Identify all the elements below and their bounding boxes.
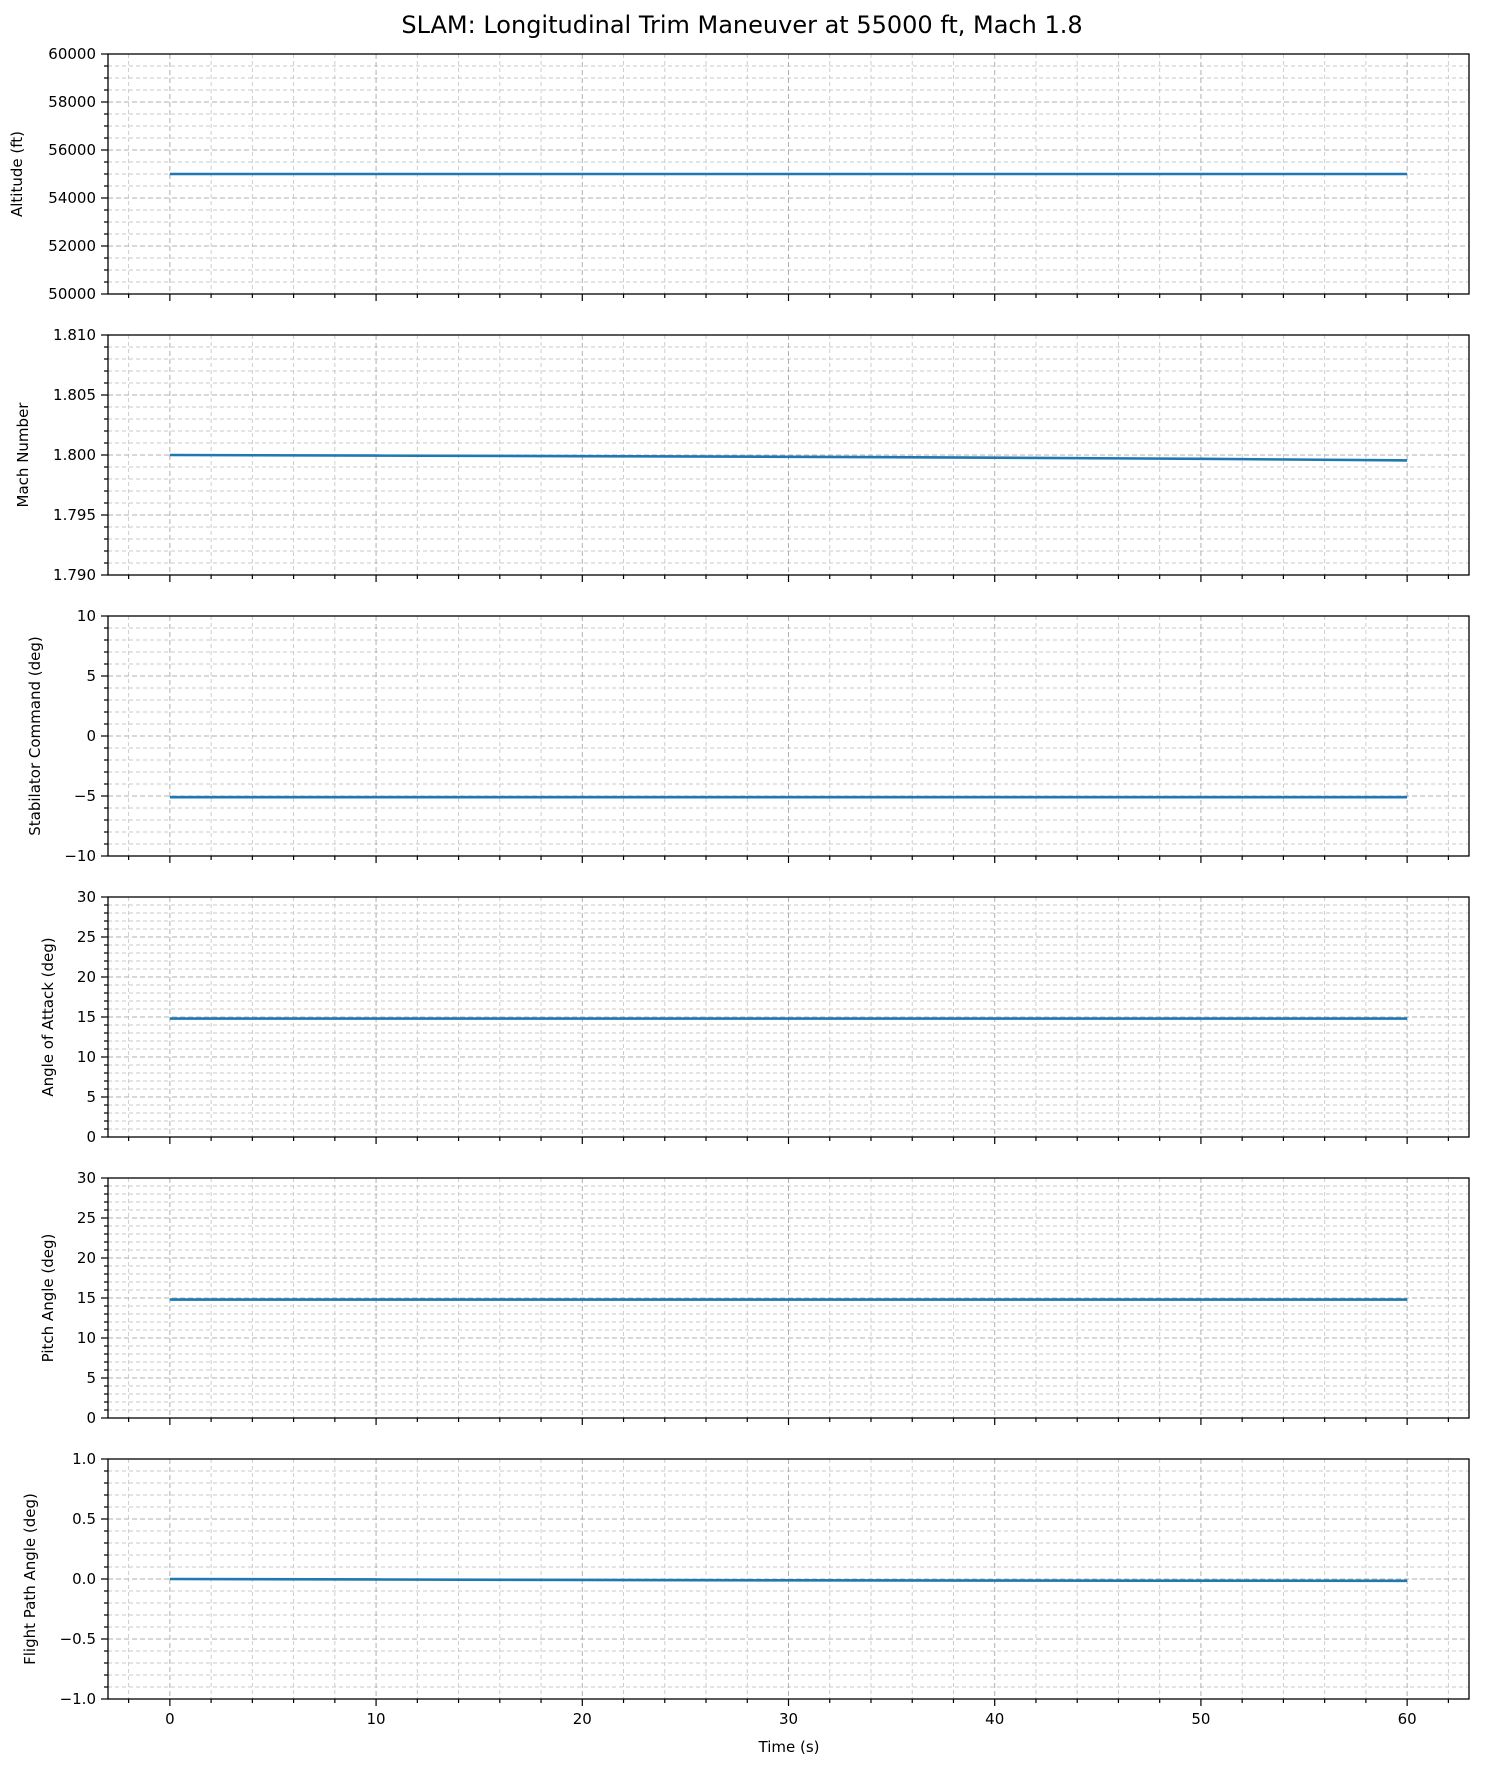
- y-axis-label: Flight Path Angle (deg): [21, 1493, 39, 1665]
- y-tick-label: 30: [77, 888, 96, 906]
- y-tick-label: 1.790: [53, 566, 96, 584]
- plot-frame: [107, 1458, 1470, 1700]
- x-tick-label: 60: [1398, 1710, 1417, 1728]
- y-tick-label: 58000: [48, 93, 96, 111]
- subplot-pitch-angle: 0 5 10 15 20 25 30 Pitch Angle (deg): [39, 1169, 1470, 1427]
- subplot-altitude: 50000 52000 54000 56000 58000 60000 Altitude (…: [8, 45, 1470, 303]
- y-tick-label: 10: [77, 1329, 96, 1347]
- subplot-angle-of-attack: 0 5 10 15 20 25 30 Angle of Attack (deg): [39, 888, 1470, 1146]
- y-tick-label: −1.0: [60, 1690, 96, 1708]
- y-tick-label: −5: [74, 787, 96, 805]
- plot-frame: [107, 896, 1470, 1138]
- y-tick-label: 20: [77, 1249, 96, 1267]
- y-tick-label: 5: [86, 667, 96, 685]
- plot-frame: [107, 1177, 1470, 1419]
- y-tick-label: 1.810: [53, 326, 96, 344]
- series-line-mach-number: [169, 453, 1408, 462]
- x-tick-label: 20: [573, 1710, 592, 1728]
- y-tick-label: 1.805: [53, 386, 96, 404]
- y-tick-label: 1.795: [53, 506, 96, 524]
- y-tick-label: 0: [86, 1128, 96, 1146]
- y-axis-label: Angle of Attack (deg): [39, 937, 57, 1096]
- x-tick-label: 30: [779, 1710, 798, 1728]
- figure-title: SLAM: Longitudinal Trim Maneuver at 5500…: [401, 11, 1082, 39]
- y-tick-label: 15: [77, 1008, 96, 1026]
- subplot-flight-path-angle: −1.0 −0.5 0.0 0.5 1.0 0 10 20 30 40 50 60 Flight Pat…: [21, 1450, 1470, 1728]
- y-tick-label: 0: [86, 1409, 96, 1427]
- y-tick-label: 25: [77, 928, 96, 946]
- y-tick-label: 20: [77, 968, 96, 986]
- x-tick-label: 40: [985, 1710, 1004, 1728]
- x-tick-label: 0: [165, 1710, 175, 1728]
- y-tick-label: 5: [86, 1088, 96, 1106]
- y-tick-label: 15: [77, 1289, 96, 1307]
- plot-frame: [107, 53, 1470, 295]
- y-tick-label: −0.5: [60, 1630, 96, 1648]
- y-axis-label: Altitude (ft): [8, 131, 26, 217]
- y-axis-label: Mach Number: [14, 402, 32, 508]
- y-tick-label: 52000: [48, 237, 96, 255]
- plot-frame: [107, 615, 1470, 857]
- y-tick-label: 25: [77, 1209, 96, 1227]
- y-tick-label: 0.0: [72, 1570, 96, 1588]
- y-tick-label: 30: [77, 1169, 96, 1187]
- y-tick-label: 60000: [48, 45, 96, 63]
- y-tick-label: 56000: [48, 141, 96, 159]
- x-tick-label: 50: [1191, 1710, 1210, 1728]
- y-tick-label: 54000: [48, 189, 96, 207]
- y-tick-label: 0: [86, 727, 96, 745]
- y-tick-label: 5: [86, 1369, 96, 1387]
- y-axis-label: Stabilator Command (deg): [26, 636, 44, 835]
- y-tick-label: 0.5: [72, 1510, 96, 1528]
- subplot-mach-number: 1.790 1.795 1.800 1.805 1.810 Mach Number: [14, 326, 1470, 584]
- y-tick-label: 1.0: [72, 1450, 96, 1468]
- subplot-stabilator-command: −10 −5 0 5 10 Stabilator Command (deg): [26, 607, 1470, 865]
- plot-frame: [107, 334, 1470, 576]
- y-tick-label: −10: [64, 847, 96, 865]
- x-axis-label: Time (s): [758, 1738, 820, 1756]
- y-axis-label: Pitch Angle (deg): [39, 1234, 57, 1363]
- y-tick-label: 10: [77, 1048, 96, 1066]
- series-line-flight-path-angle: [169, 1577, 1408, 1583]
- y-tick-label: 50000: [48, 285, 96, 303]
- y-tick-label: 1.800: [53, 446, 96, 464]
- y-tick-label: 10: [77, 607, 96, 625]
- x-tick-label: 10: [367, 1710, 386, 1728]
